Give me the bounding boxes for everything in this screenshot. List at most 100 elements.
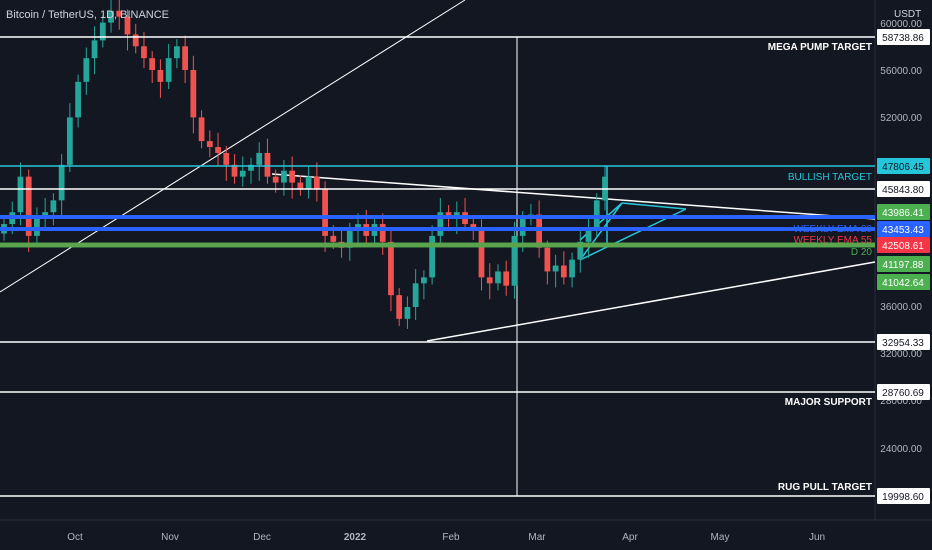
candle-body bbox=[116, 10, 123, 17]
ascending-support-line bbox=[426, 261, 876, 342]
candle-body bbox=[281, 170, 287, 183]
candle-body bbox=[404, 307, 411, 319]
price-badge bbox=[877, 384, 930, 400]
price-badge-label: 58738.86 bbox=[882, 33, 924, 44]
y-tick-label: 60000.00 bbox=[880, 19, 922, 30]
price-badge bbox=[877, 334, 930, 350]
price-badge bbox=[877, 204, 930, 220]
price-badge-label: 42508.61 bbox=[882, 241, 924, 252]
price-badge-label: 32954.33 bbox=[882, 338, 924, 349]
level-label: WEEKLY EMA 20 bbox=[793, 224, 872, 235]
price-badge-label: 28760.69 bbox=[882, 388, 924, 399]
candle-body bbox=[141, 46, 147, 59]
candle-body bbox=[99, 22, 106, 41]
candle-body bbox=[157, 70, 164, 82]
candle-body bbox=[248, 164, 254, 171]
candle-body bbox=[313, 176, 320, 189]
level-label: RUG PULL TARGET bbox=[778, 482, 872, 493]
descending-resistance-line bbox=[271, 173, 876, 220]
price-badge-label: 43453.43 bbox=[882, 225, 924, 236]
price-badge-label: 19998.60 bbox=[882, 492, 924, 503]
candle-body bbox=[182, 46, 189, 70]
price-badge-label: 47806.45 bbox=[882, 162, 924, 173]
candle-body bbox=[206, 141, 213, 148]
candle-body bbox=[289, 170, 296, 183]
price-badge-label: 41197.88 bbox=[883, 260, 924, 271]
candle-body bbox=[272, 176, 279, 183]
x-tick-label: Dec bbox=[253, 532, 271, 543]
candle-body bbox=[322, 188, 328, 236]
candle-body bbox=[305, 176, 312, 189]
candle-body bbox=[256, 152, 263, 165]
candle-body bbox=[17, 176, 24, 213]
price-badge bbox=[877, 181, 930, 197]
candle-body bbox=[132, 34, 139, 47]
candle-body bbox=[396, 295, 403, 319]
candle-body bbox=[569, 259, 575, 278]
candle-body bbox=[124, 16, 131, 35]
candle-body bbox=[165, 58, 172, 82]
candle-body bbox=[108, 10, 114, 23]
chart-title: Bitcoin / TetherUS, 1D, BINANCE bbox=[6, 9, 170, 21]
y-tick-label: 28000.00 bbox=[880, 396, 922, 407]
y-tick-label: 56000.00 bbox=[880, 66, 922, 77]
x-tick-label: Mar bbox=[528, 532, 546, 543]
price-badge-label: 45843.80 bbox=[882, 185, 924, 196]
level-label: MAJOR SUPPORT bbox=[785, 397, 872, 408]
candle-body bbox=[577, 241, 584, 260]
candle-body bbox=[66, 117, 73, 165]
price-badge bbox=[877, 256, 930, 272]
currency-label: USDT bbox=[894, 9, 922, 20]
candle-body bbox=[486, 277, 493, 284]
candle-body bbox=[420, 277, 427, 284]
price-badge bbox=[877, 158, 930, 174]
y-tick-label: 36000.00 bbox=[880, 302, 922, 313]
candle-body bbox=[388, 241, 394, 296]
price-badge-label: 41042.64 bbox=[882, 278, 924, 289]
candle-body bbox=[297, 182, 304, 189]
price-badge bbox=[877, 274, 930, 290]
candle-body bbox=[478, 229, 485, 278]
plot-area bbox=[0, 0, 875, 520]
candle-body bbox=[412, 283, 419, 307]
candle-body bbox=[75, 81, 81, 118]
x-tick-label: Nov bbox=[161, 532, 179, 543]
y-tick-label: 24000.00 bbox=[880, 444, 922, 455]
price-badge bbox=[877, 237, 930, 253]
level-label: BULLISH TARGET bbox=[788, 172, 872, 183]
candle-body bbox=[330, 235, 337, 242]
price-badge bbox=[877, 29, 930, 45]
candle-body bbox=[83, 58, 90, 82]
candle-body bbox=[25, 176, 32, 236]
candle-body bbox=[91, 40, 98, 59]
candle-body bbox=[379, 224, 386, 242]
candle-body bbox=[58, 164, 65, 201]
candle-body bbox=[223, 152, 230, 165]
candle-body bbox=[544, 247, 551, 272]
candle-body bbox=[503, 271, 510, 286]
x-tick-label: 2022 bbox=[344, 532, 367, 543]
candle-body bbox=[560, 265, 567, 278]
candle-body bbox=[198, 117, 205, 142]
candle-body bbox=[190, 70, 197, 118]
candle-body bbox=[174, 46, 180, 59]
level-label: WEEKLY EMA 55 bbox=[793, 235, 872, 246]
candle-body bbox=[585, 229, 592, 242]
price-badge-label: 43986.41 bbox=[882, 208, 924, 219]
level-label: D 20 bbox=[851, 247, 873, 258]
candle-body bbox=[239, 170, 246, 177]
candle-body bbox=[231, 164, 238, 177]
candle-body bbox=[215, 147, 221, 153]
x-tick-label: Apr bbox=[622, 532, 638, 543]
level-label: MEGA PUMP TARGET bbox=[768, 42, 872, 53]
candle-body bbox=[552, 265, 559, 272]
candle-body bbox=[511, 235, 518, 286]
x-tick-label: Oct bbox=[67, 532, 83, 543]
candle-body bbox=[264, 152, 271, 177]
x-tick-label: May bbox=[711, 532, 730, 543]
x-tick-label: Feb bbox=[442, 532, 460, 543]
candle-body bbox=[495, 271, 501, 284]
candle-body bbox=[149, 58, 156, 70]
candle-body bbox=[437, 212, 444, 236]
